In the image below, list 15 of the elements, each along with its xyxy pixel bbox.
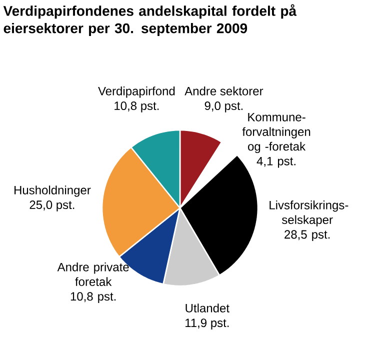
- data-label: 10,8 pst.: [114, 102, 159, 112]
- slice-label: Utlandet: [186, 304, 230, 312]
- data-label: 11,9 pst.: [186, 318, 229, 330]
- data-label: 9,0 pst.: [204, 102, 243, 112]
- data-label: 10,8 pst.: [70, 292, 116, 304]
- data-label: 4,1 pst.: [256, 156, 296, 168]
- chart-title: Verdipapirfondenes andelskapital fordelt på eiersektorer per 30. september 2009: [3, 4, 297, 36]
- slice-label: Verdipapirfond: [98, 86, 175, 98]
- slice-label: Kommune-forvaltningen og -foretak: [242, 112, 310, 154]
- slice-label: Livsforsikrings-selskaper: [270, 200, 348, 226]
- slice-label: Husholdninger: [14, 186, 91, 197]
- slice-label: Andre sektorer: [184, 86, 264, 96]
- data-label: 25,0 pst.: [30, 200, 74, 212]
- slice-label: Andre private foretak: [57, 262, 129, 286]
- data-label: 28,5 pst.: [284, 230, 330, 242]
